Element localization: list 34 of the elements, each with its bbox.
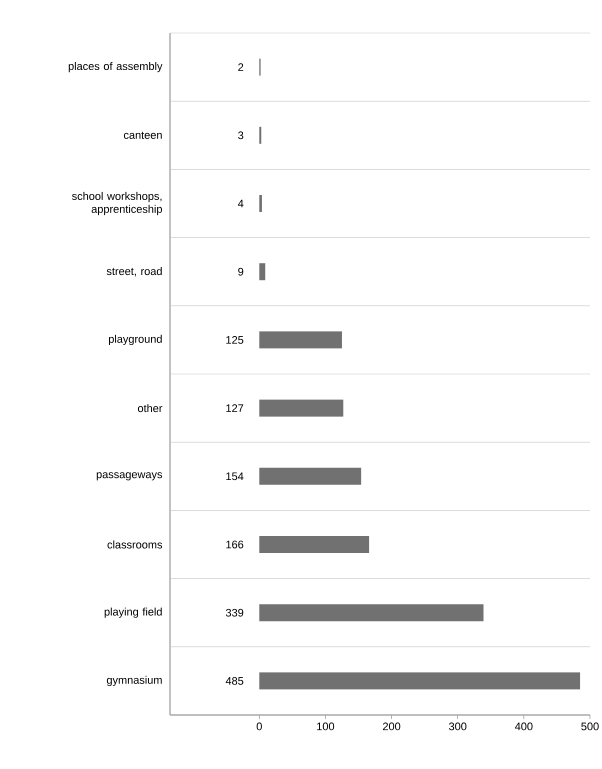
bar: [259, 672, 580, 690]
bar: [259, 331, 342, 348]
y-tick-label: school workshops, apprenticeship: [72, 192, 162, 216]
data-label: 127: [226, 404, 243, 412]
y-tick-label: gymnasium: [106, 676, 162, 686]
y-tick-label: playground: [108, 334, 162, 346]
data-label: 125: [226, 336, 244, 344]
data-label: 3: [238, 131, 244, 140]
x-tick-label: 100: [316, 722, 334, 730]
y-tick-label: canteen: [124, 132, 162, 139]
bar: [259, 604, 484, 622]
bar: [259, 536, 369, 554]
x-tick-label: 200: [382, 722, 400, 730]
data-label: 339: [226, 608, 244, 617]
x-tick-label: 500: [581, 722, 598, 730]
y-tick-label: playing field: [104, 608, 162, 618]
data-label: 9: [238, 268, 244, 276]
y-tick-label: places of assembly: [68, 62, 162, 72]
bar: [259, 263, 266, 280]
x-tick-label: 300: [448, 722, 466, 730]
data-label: 166: [226, 540, 244, 548]
y-tick-label: passageways: [96, 472, 162, 480]
bar: [259, 400, 344, 417]
data-label: 154: [226, 472, 244, 480]
x-tick-label: 400: [514, 722, 532, 730]
y-tick-label: classrooms: [107, 540, 162, 549]
data-label: 485: [226, 677, 244, 685]
x-tick-label: 0: [256, 722, 262, 730]
data-label: 2: [238, 63, 243, 71]
bar: [259, 195, 262, 212]
bar: [259, 468, 361, 485]
y-tick-label: street, road: [106, 267, 162, 276]
data-label: 4: [238, 200, 244, 208]
y-tick-label: other: [138, 404, 162, 412]
